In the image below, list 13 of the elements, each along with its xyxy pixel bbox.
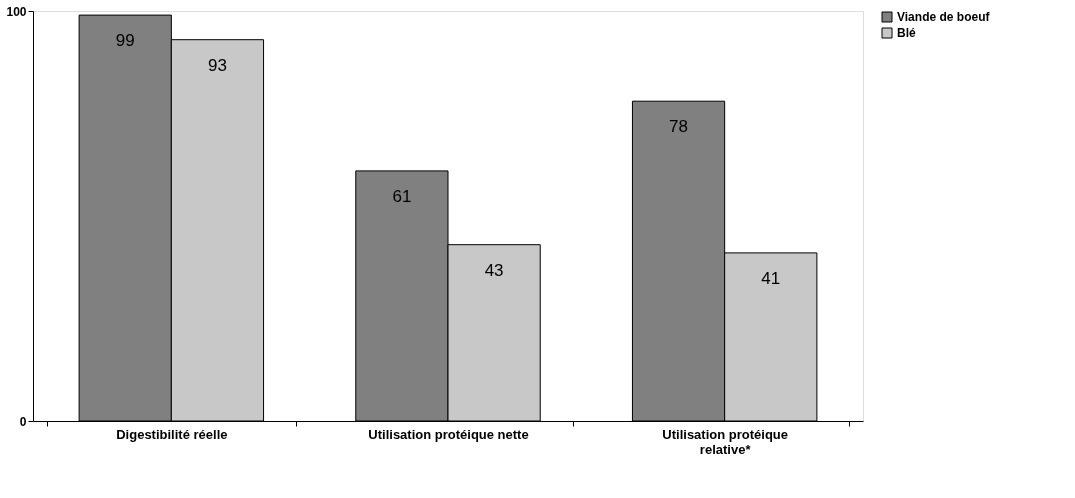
y-tick-label: 0 — [19, 414, 27, 429]
y-tick-label: 100 — [6, 4, 27, 19]
data-label: 78 — [669, 117, 689, 137]
x-tick-label: Utilisation protéique nette — [368, 426, 529, 442]
data-label: 41 — [761, 268, 781, 288]
data-label: 61 — [392, 186, 412, 206]
x-tick-label: Utilisation protéique relative* — [662, 426, 788, 457]
legend-label: Blé — [897, 26, 916, 40]
x-tick-label: Digestibilité réelle — [116, 426, 228, 442]
data-label: 43 — [484, 260, 504, 280]
data-label: 99 — [115, 31, 135, 51]
data-label: 93 — [207, 55, 227, 75]
legend-label: Viande de boeuf — [897, 10, 991, 24]
